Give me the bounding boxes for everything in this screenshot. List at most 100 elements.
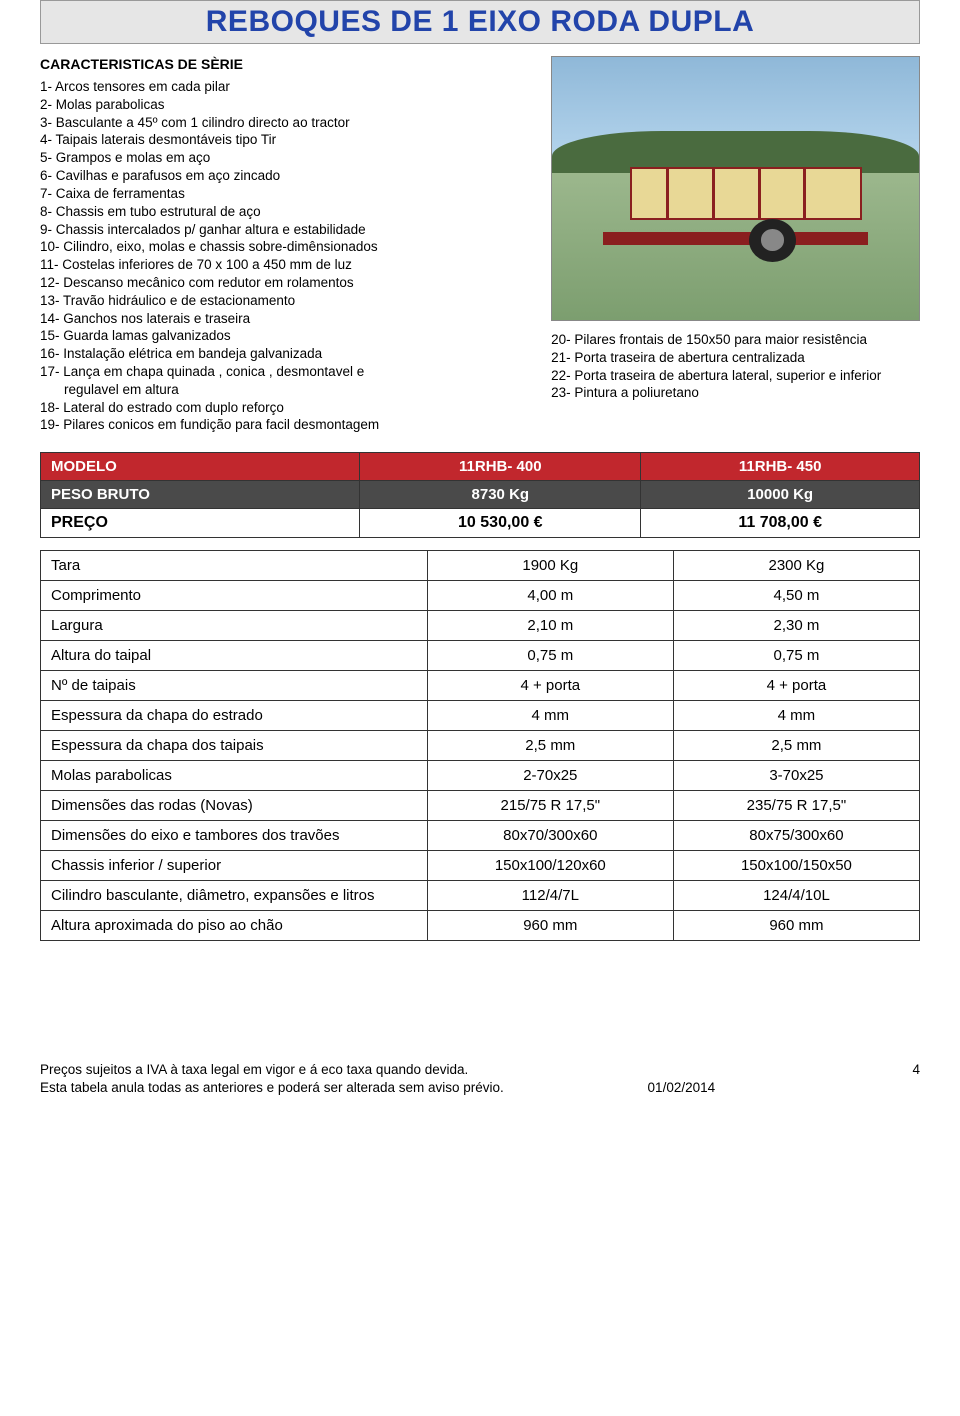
spec-value: 2300 Kg <box>673 551 919 581</box>
spec-value: 2,30 m <box>673 611 919 641</box>
model-header-row: MODELO 11RHB- 400 11RHB- 450 <box>41 453 920 481</box>
feature-item: 10- Cilindro, eixo, molas e chassis sobr… <box>40 238 539 256</box>
feature-item: 6- Cavilhas e parafusos em aço zincado <box>40 167 539 185</box>
spec-label: Nº de taipais <box>41 671 428 701</box>
model-table: MODELO 11RHB- 400 11RHB- 450 PESO BRUTO … <box>40 452 920 538</box>
price-row: PREÇO 10 530,00 € 11 708,00 € <box>41 509 920 538</box>
price-col2: 11 708,00 € <box>641 509 920 538</box>
feature-item: 7- Caixa de ferramentas <box>40 185 539 203</box>
spec-label: Cilindro basculante, diâmetro, expansões… <box>41 881 428 911</box>
spec-value: 215/75 R 17,5" <box>427 791 673 821</box>
feature-item: 3- Basculante a 45º com 1 cilindro direc… <box>40 114 539 132</box>
spec-label: Dimensões do eixo e tambores dos travões <box>41 821 428 851</box>
spec-row: Altura aproximada do piso ao chão960 mm9… <box>41 911 920 941</box>
title-bar: REBOQUES DE 1 EIXO RODA DUPLA <box>40 0 920 44</box>
spec-value: 960 mm <box>673 911 919 941</box>
feature-item: 4- Taipais laterais desmontáveis tipo Ti… <box>40 131 539 149</box>
footer-text: Preços sujeitos a IVA à taxa legal em vi… <box>40 1061 890 1097</box>
spec-label: Chassis inferior / superior <box>41 851 428 881</box>
feature-item-cont: regulavel em altura <box>40 381 539 399</box>
footer-date: 01/02/2014 <box>648 1080 716 1095</box>
feature-item: 16- Instalação elétrica em bandeja galva… <box>40 345 539 363</box>
spec-row: Cilindro basculante, diâmetro, expansões… <box>41 881 920 911</box>
spec-row: Chassis inferior / superior150x100/120x6… <box>41 851 920 881</box>
spec-value: 150x100/150x50 <box>673 851 919 881</box>
spec-value: 150x100/120x60 <box>427 851 673 881</box>
footer-line1: Preços sujeitos a IVA à taxa legal em vi… <box>40 1061 890 1079</box>
spec-value: 4,50 m <box>673 581 919 611</box>
spec-value: 112/4/7L <box>427 881 673 911</box>
feature-item: 11- Costelas inferiores de 70 x 100 a 45… <box>40 256 539 274</box>
feature-item: 22- Porta traseira de abertura lateral, … <box>551 367 920 385</box>
spec-label: Comprimento <box>41 581 428 611</box>
spec-row: Espessura da chapa do estrado4 mm4 mm <box>41 701 920 731</box>
spec-value: 80x75/300x60 <box>673 821 919 851</box>
features-list-right: 20- Pilares frontais de 150x50 para maio… <box>551 331 920 402</box>
weight-label: PESO BRUTO <box>41 481 360 509</box>
feature-item: 21- Porta traseira de abertura centraliz… <box>551 349 920 367</box>
spec-label: Espessura da chapa do estrado <box>41 701 428 731</box>
spec-value: 80x70/300x60 <box>427 821 673 851</box>
spec-row: Dimensões do eixo e tambores dos travões… <box>41 821 920 851</box>
spec-label: Molas parabolicas <box>41 761 428 791</box>
spec-row: Molas parabolicas2-70x253-70x25 <box>41 761 920 791</box>
right-column: 20- Pilares frontais de 150x50 para maio… <box>551 56 920 434</box>
spec-value: 4 + porta <box>427 671 673 701</box>
spec-label: Espessura da chapa dos taipais <box>41 731 428 761</box>
spec-value: 1900 Kg <box>427 551 673 581</box>
spec-label: Tara <box>41 551 428 581</box>
footer-line2: Esta tabela anula todas as anteriores e … <box>40 1079 890 1097</box>
feature-item: 15- Guarda lamas galvanizados <box>40 327 539 345</box>
spec-row: Comprimento4,00 m4,50 m <box>41 581 920 611</box>
price-label: PREÇO <box>41 509 360 538</box>
spec-row: Dimensões das rodas (Novas)215/75 R 17,5… <box>41 791 920 821</box>
spec-value: 4 mm <box>673 701 919 731</box>
spec-value: 4 mm <box>427 701 673 731</box>
spec-value: 0,75 m <box>673 641 919 671</box>
feature-item: 18- Lateral do estrado com duplo reforço <box>40 399 539 417</box>
spec-value: 4 + porta <box>673 671 919 701</box>
feature-item: 12- Descanso mecânico com redutor em rol… <box>40 274 539 292</box>
spec-value: 2,10 m <box>427 611 673 641</box>
spec-row: Nº de taipais4 + porta4 + porta <box>41 671 920 701</box>
spec-value: 4,00 m <box>427 581 673 611</box>
product-image <box>551 56 920 321</box>
price-col1: 10 530,00 € <box>360 509 641 538</box>
feature-item: 2- Molas parabolicas <box>40 96 539 114</box>
feature-item: 9- Chassis intercalados p/ ganhar altura… <box>40 221 539 239</box>
spec-value: 2-70x25 <box>427 761 673 791</box>
spec-row: Largura2,10 m2,30 m <box>41 611 920 641</box>
feature-item: 13- Travão hidráulico e de estacionament… <box>40 292 539 310</box>
section-label: CARACTERISTICAS DE SÈRIE <box>40 56 539 72</box>
feature-item: 5- Grampos e molas em aço <box>40 149 539 167</box>
spec-label: Largura <box>41 611 428 641</box>
page-title: REBOQUES DE 1 EIXO RODA DUPLA <box>41 5 919 39</box>
features-list-left: 1- Arcos tensores em cada pilar2- Molas … <box>40 78 539 434</box>
spec-value: 2,5 mm <box>427 731 673 761</box>
spec-label: Altura aproximada do piso ao chão <box>41 911 428 941</box>
feature-item: 17- Lança em chapa quinada , conica , de… <box>40 363 539 381</box>
feature-item: 23- Pintura a poliuretano <box>551 384 920 402</box>
feature-item: 1- Arcos tensores em cada pilar <box>40 78 539 96</box>
spec-row: Altura do taipal0,75 m0,75 m <box>41 641 920 671</box>
feature-item: 20- Pilares frontais de 150x50 para maio… <box>551 331 920 349</box>
top-section: CARACTERISTICAS DE SÈRIE 1- Arcos tensor… <box>40 56 920 434</box>
page-number: 4 <box>890 1061 920 1097</box>
spec-value: 2,5 mm <box>673 731 919 761</box>
footer: Preços sujeitos a IVA à taxa legal em vi… <box>40 1061 920 1097</box>
spec-value: 960 mm <box>427 911 673 941</box>
spec-value: 235/75 R 17,5" <box>673 791 919 821</box>
spec-table: Tara1900 Kg2300 KgComprimento4,00 m4,50 … <box>40 550 920 941</box>
weight-col1: 8730 Kg <box>360 481 641 509</box>
features-left-column: CARACTERISTICAS DE SÈRIE 1- Arcos tensor… <box>40 56 539 434</box>
spec-row: Tara1900 Kg2300 Kg <box>41 551 920 581</box>
model-col1: 11RHB- 400 <box>360 453 641 481</box>
weight-col2: 10000 Kg <box>641 481 920 509</box>
spec-value: 3-70x25 <box>673 761 919 791</box>
spec-row: Espessura da chapa dos taipais2,5 mm2,5 … <box>41 731 920 761</box>
spec-value: 0,75 m <box>427 641 673 671</box>
model-col2: 11RHB- 450 <box>641 453 920 481</box>
feature-item: 19- Pilares conicos em fundição para fac… <box>40 416 539 434</box>
feature-item: 8- Chassis em tubo estrutural de aço <box>40 203 539 221</box>
weight-row: PESO BRUTO 8730 Kg 10000 Kg <box>41 481 920 509</box>
